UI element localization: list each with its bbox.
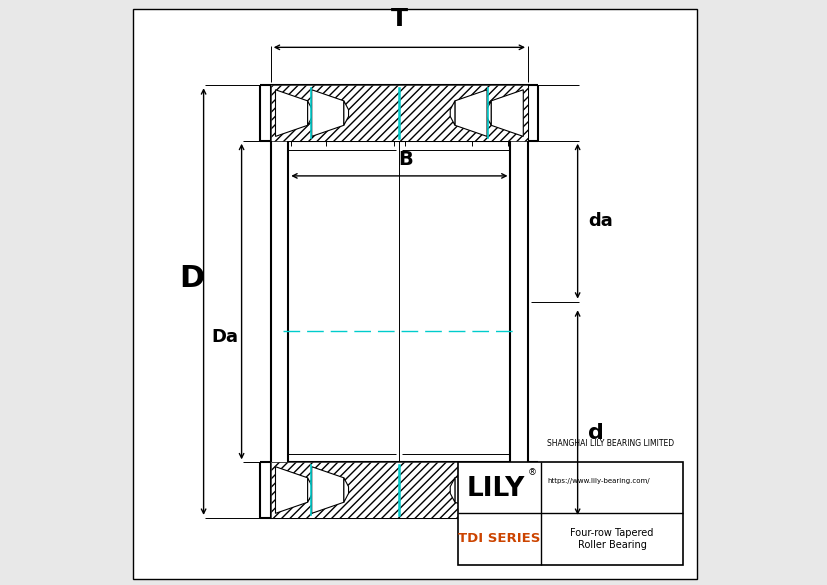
Polygon shape xyxy=(450,478,454,503)
Text: https://www.lily-bearing.com/: https://www.lily-bearing.com/ xyxy=(547,478,648,484)
Bar xyxy=(270,85,528,141)
Polygon shape xyxy=(308,478,312,503)
Polygon shape xyxy=(486,101,490,125)
Text: D: D xyxy=(179,264,204,292)
Bar xyxy=(270,85,528,141)
Polygon shape xyxy=(308,101,312,125)
Polygon shape xyxy=(275,90,308,136)
Text: B: B xyxy=(398,150,412,169)
Polygon shape xyxy=(486,478,490,503)
Polygon shape xyxy=(454,467,486,514)
Bar xyxy=(270,462,528,518)
Polygon shape xyxy=(454,90,486,136)
Polygon shape xyxy=(311,467,343,514)
Bar xyxy=(457,462,682,565)
Text: ®: ® xyxy=(528,468,537,477)
Polygon shape xyxy=(311,90,343,136)
Text: Four-row Tapered
Roller Bearing: Four-row Tapered Roller Bearing xyxy=(570,528,653,550)
Text: d: d xyxy=(587,423,604,443)
Text: da: da xyxy=(587,212,612,230)
Polygon shape xyxy=(275,467,308,514)
Polygon shape xyxy=(490,90,523,136)
Text: LILY: LILY xyxy=(466,476,524,502)
Polygon shape xyxy=(343,101,348,125)
Polygon shape xyxy=(343,478,348,503)
Polygon shape xyxy=(450,101,454,125)
Text: T: T xyxy=(390,7,408,31)
Polygon shape xyxy=(490,467,523,514)
Bar xyxy=(270,462,528,518)
Text: SHANGHAI LILY BEARING LIMITED: SHANGHAI LILY BEARING LIMITED xyxy=(547,439,673,448)
Text: Da: Da xyxy=(212,328,238,346)
Text: TDI SERIES: TDI SERIES xyxy=(457,532,540,545)
